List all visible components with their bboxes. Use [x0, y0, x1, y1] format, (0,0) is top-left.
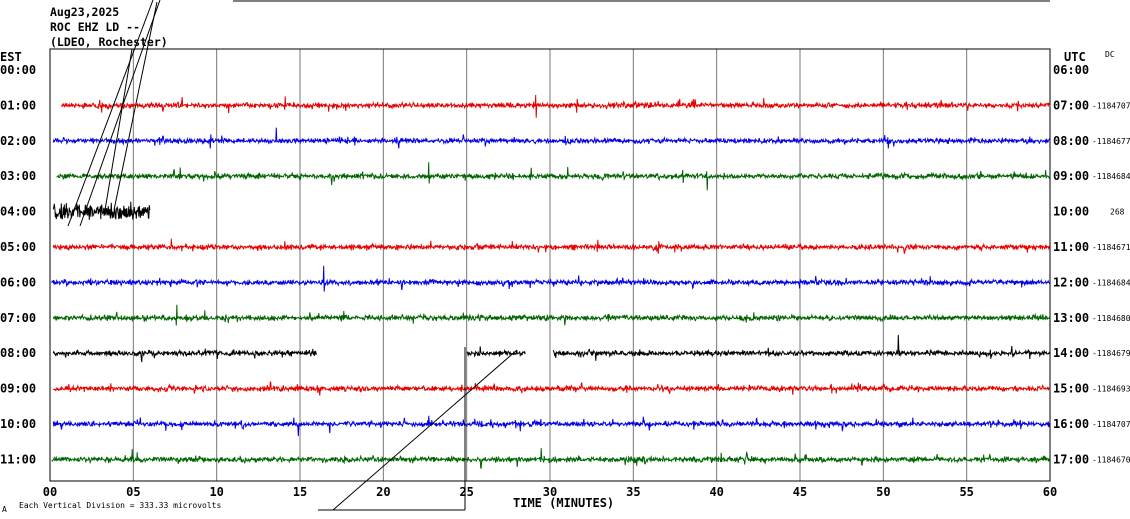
- trace-10:00-segment-0: [52, 415, 1050, 437]
- x-tick-20: 20: [376, 485, 390, 499]
- trace-11:00-segment-0: [51, 448, 1051, 469]
- utc-label-09:00: 09:00: [1053, 169, 1089, 183]
- utc-label-13:00: 13:00: [1053, 311, 1089, 325]
- trace-06:00-segment-0: [51, 265, 1051, 292]
- header-station: ROC EHZ LD --: [50, 20, 140, 34]
- utc-label-14:00: 14:00: [1053, 346, 1089, 360]
- trace-08:00-segment-2: [552, 334, 1051, 361]
- trace-08:00-segment-0: [52, 348, 317, 363]
- left-timezone-label: EST: [0, 50, 22, 64]
- utc-label-07:00: 07:00: [1053, 98, 1089, 112]
- footer-scale-note: Each Vertical Division = 333.33 microvol…: [19, 501, 221, 510]
- trace-02:00-segment-0: [52, 127, 1051, 149]
- x-axis-title: TIME (MINUTES): [513, 496, 614, 510]
- right-count-labels: -1184707 -1184677 -1184684 268 -1184671 -1184…: [1092, 101, 1130, 464]
- trace-04:00-segment-0: [52, 201, 151, 220]
- x-tick-55: 55: [959, 485, 973, 499]
- x-tick-labels: 00 05 10 15 20 25 30 35 40 45 50 55 60: [43, 485, 1057, 499]
- utc-label-08:00: 08:00: [1053, 134, 1089, 148]
- est-label-11:00: 11:00: [0, 452, 36, 466]
- x-tick-40: 40: [709, 485, 723, 499]
- x-tick-05: 05: [126, 485, 140, 499]
- utc-label-16:00: 16:00: [1053, 417, 1089, 431]
- x-tick-00: 00: [43, 485, 57, 499]
- trace-05:00-segment-0: [52, 238, 1051, 255]
- right-timezone-label: UTC: [1064, 50, 1086, 64]
- marker-line-1: [67, 0, 154, 227]
- left-time-labels: 00:00 01:00 02:00 03:00 04:00 05:00 06:00 07:00…: [0, 63, 36, 466]
- x-tick-50: 50: [876, 485, 890, 499]
- count-label-07:00: -1184707: [1092, 101, 1130, 110]
- trace-rows: [51, 94, 1051, 469]
- trace-09:00-segment-0: [53, 381, 1050, 396]
- est-label-08:00: 08:00: [0, 346, 36, 360]
- grid: [49, 49, 1051, 481]
- marker-line-3: [103, 48, 133, 217]
- count-label-14:00: -1184679: [1092, 349, 1130, 358]
- count-label-16:00: -1184707: [1092, 420, 1130, 429]
- count-label-11:00: -1184671: [1092, 243, 1130, 252]
- marker-line-5: [332, 349, 518, 511]
- header-date: Aug23,2025: [50, 5, 119, 19]
- stylus-marker-lines: [67, 0, 518, 511]
- utc-label-17:00: 17:00: [1053, 452, 1089, 466]
- count-label-12:00: -1184684: [1092, 278, 1130, 287]
- count-label-17:00: -1184670: [1092, 455, 1130, 464]
- est-label-06:00: 06:00: [0, 275, 36, 289]
- utc-label-11:00: 11:00: [1053, 240, 1089, 254]
- x-tick-45: 45: [793, 485, 807, 499]
- count-label-15:00: -1184693: [1092, 385, 1130, 394]
- x-tick-60: 60: [1043, 485, 1057, 499]
- x-tick-35: 35: [626, 485, 640, 499]
- x-tick-10: 10: [209, 485, 223, 499]
- utc-label-10:00: 10:00: [1053, 205, 1089, 219]
- right-time-labels: 06:00 07:00 08:00 09:00 10:00 11:00 12:00 13:00…: [1053, 63, 1089, 466]
- est-label-00:00: 00:00: [0, 63, 36, 77]
- count-label-09:00: -1184684: [1092, 172, 1130, 181]
- marker-line-2: [79, 0, 161, 227]
- footer-mark: A: [2, 505, 7, 514]
- trace-03:00-segment-0: [56, 162, 1051, 191]
- utc-label-12:00: 12:00: [1053, 275, 1089, 289]
- right-tag-label: DC: [1105, 50, 1115, 59]
- plot-frame: [49, 48, 1051, 482]
- est-label-09:00: 09:00: [0, 382, 36, 396]
- est-label-07:00: 07:00: [0, 311, 36, 325]
- trace-01:00-segment-0: [61, 94, 1051, 118]
- est-label-05:00: 05:00: [0, 240, 36, 254]
- trace-07:00-segment-0: [52, 304, 1051, 326]
- marker-line-4: [113, 1, 158, 211]
- utc-label-15:00: 15:00: [1053, 382, 1089, 396]
- x-tick-30: 30: [543, 485, 557, 499]
- est-label-03:00: 03:00: [0, 169, 36, 183]
- count-label-10:00: 268: [1110, 208, 1125, 217]
- x-tick-15: 15: [293, 485, 307, 499]
- trace-08:00-segment-1: [466, 346, 526, 358]
- est-label-01:00: 01:00: [0, 98, 36, 112]
- est-label-10:00: 10:00: [0, 417, 36, 431]
- est-label-02:00: 02:00: [0, 134, 36, 148]
- est-label-04:00: 04:00: [0, 205, 36, 219]
- x-tick-25: 25: [459, 485, 473, 499]
- count-label-13:00: -1184680: [1092, 314, 1130, 323]
- count-label-08:00: -1184677: [1092, 137, 1130, 146]
- utc-label-06:00: 06:00: [1053, 63, 1089, 77]
